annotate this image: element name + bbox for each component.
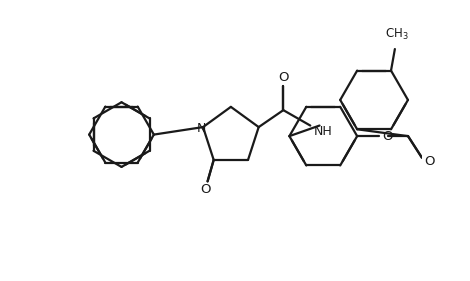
Text: CH$_3$: CH$_3$	[384, 27, 408, 42]
Text: O: O	[424, 155, 435, 168]
Text: N: N	[197, 122, 206, 135]
Text: NH: NH	[313, 125, 332, 138]
Text: O: O	[278, 71, 289, 84]
Text: O: O	[201, 183, 211, 196]
Text: O: O	[383, 130, 393, 143]
